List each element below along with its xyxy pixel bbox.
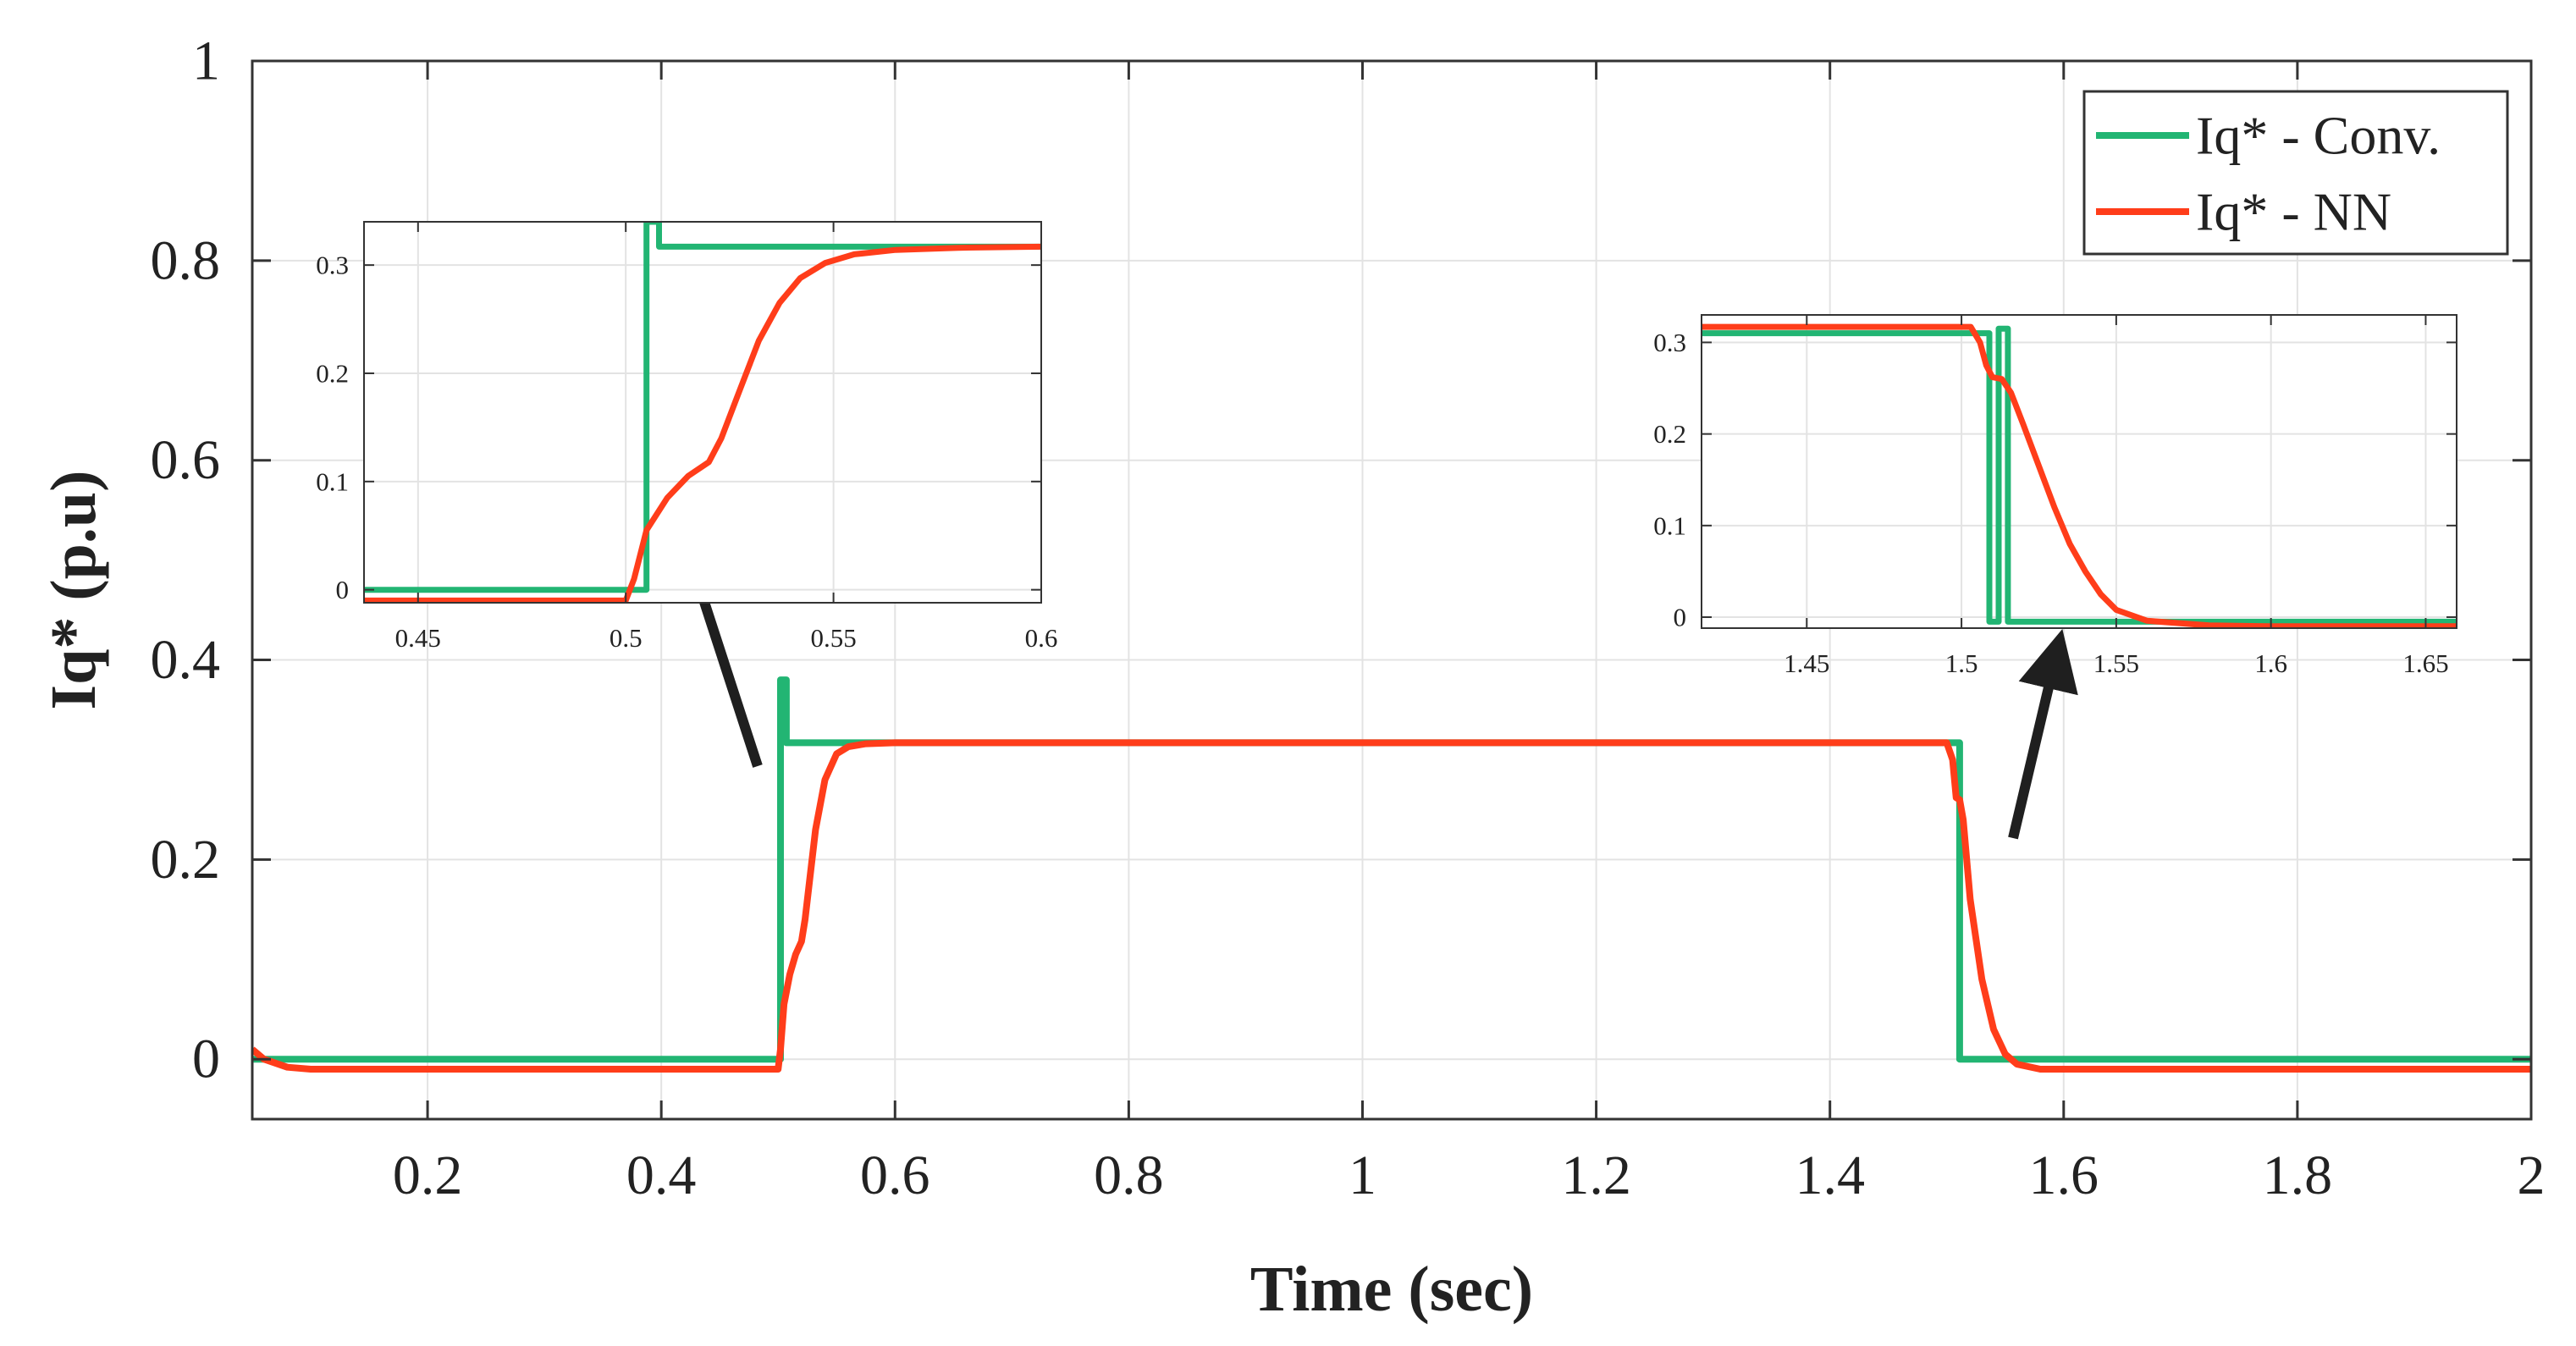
- legend-box: [2082, 90, 2509, 256]
- main-ytick-label: 0: [192, 1029, 220, 1090]
- inset-left-xtick-label: 0.6: [1025, 623, 1058, 653]
- main-xtick-label: 1.4: [1795, 1145, 1865, 1206]
- main-ytick-label: 0.2: [151, 829, 221, 891]
- main-axes-box: [251, 59, 2533, 1121]
- main-xtick-label: 1.2: [1561, 1145, 1631, 1206]
- inset-right-series-line: [1702, 323, 2457, 628]
- inset-right-xtick-label: 1.6: [2254, 648, 2287, 678]
- main-ytick-label: 0.8: [151, 229, 221, 291]
- legend: Iq* - Conv. Iq* - NN: [2082, 90, 2509, 256]
- inset-left-xtick-label: 0.55: [810, 623, 856, 653]
- legend-label: Iq* - Conv.: [2196, 106, 2441, 166]
- x-axis-label: Time (sec): [1250, 1254, 1533, 1325]
- inset-right-ytick-label: 0: [1674, 603, 1687, 632]
- inset-right-series-line: [1702, 325, 2457, 625]
- main-xtick-label: 0.4: [626, 1145, 697, 1206]
- main-ytick-label: 1: [192, 30, 220, 92]
- inset-right-xtick-label: 1.55: [2093, 648, 2139, 678]
- inset-right-xtick-label: 1.65: [2402, 648, 2448, 678]
- inset-left-axes-box: [363, 221, 1042, 604]
- y-axis-label: Iq* (p.u): [38, 471, 109, 710]
- inset-left-ytick-label: 0: [336, 575, 350, 604]
- inset-left-series-line: [364, 222, 1041, 593]
- inset-left-ytick-label: 0.1: [316, 466, 349, 496]
- inset-right-ytick-label: 0.3: [1653, 328, 1686, 357]
- main-xtick-label: 1.6: [2029, 1145, 2099, 1206]
- zoom-arrow-right: [2008, 628, 2078, 840]
- inset-plot-left: 0.45 0.5 0.55 0.6 0 0.1 0.2 0.3: [316, 221, 1058, 653]
- main-xtick-label: 0.2: [393, 1145, 463, 1206]
- inset-left-series-line: [364, 243, 1041, 603]
- inset-right-xtick-label: 1.5: [1945, 648, 1978, 678]
- inset-right-ytick-label: 0.1: [1653, 510, 1686, 540]
- main-series-line: [252, 676, 2531, 1063]
- inset-left-ytick-label: 0.2: [316, 358, 349, 388]
- main-xtick-label: 2: [2518, 1145, 2546, 1206]
- inset-left-xtick-label: 0.45: [395, 623, 441, 653]
- inset-plot-right: 1.45 1.5 1.55 1.6 1.65 0 0.1 0.2 0.3: [1653, 314, 2457, 678]
- main-xtick-label: 0.6: [860, 1145, 930, 1206]
- inset-left-xtick-label: 0.5: [610, 623, 643, 653]
- legend-label: Iq* - NN: [2196, 182, 2391, 242]
- main-xtick-label: 1: [1349, 1145, 1376, 1206]
- main-xtick-label: 0.8: [1094, 1145, 1164, 1206]
- inset-left-plot-area: [364, 222, 1041, 603]
- main-series-line: [252, 739, 2531, 1073]
- inset-right-ytick-label: 0.2: [1653, 419, 1686, 449]
- inset-right-plot-area: [1702, 315, 2457, 628]
- inset-right-axes-box: [1701, 314, 2457, 629]
- main-ytick-label: 0.6: [151, 429, 221, 491]
- inset-left-ytick-label: 0.3: [316, 251, 349, 280]
- inset-right-xtick-label: 1.45: [1784, 648, 1829, 678]
- main-ytick-label: 0.4: [151, 629, 221, 691]
- main-xtick-label: 1.8: [2263, 1145, 2333, 1206]
